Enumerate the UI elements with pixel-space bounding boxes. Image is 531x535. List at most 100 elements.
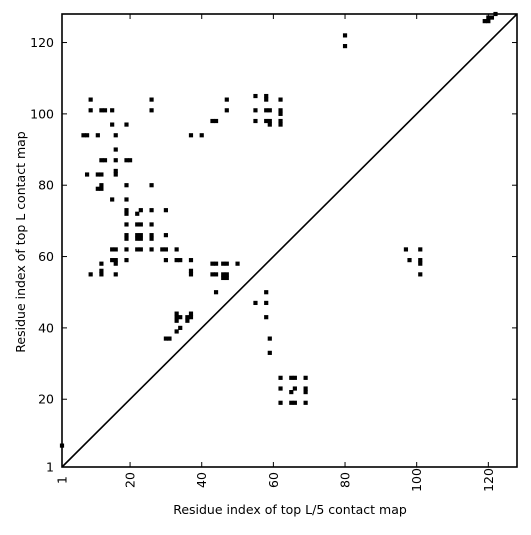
contact-point — [210, 118, 215, 124]
contact-point — [135, 211, 140, 216]
contact-point — [102, 158, 108, 163]
contact-point — [403, 247, 409, 252]
contact-point — [253, 118, 258, 124]
contact-point — [110, 122, 115, 127]
contact-point — [342, 33, 348, 38]
contact-point — [149, 208, 154, 213]
contact-point — [188, 315, 194, 320]
contact-point — [407, 258, 412, 263]
contact-point — [84, 133, 90, 138]
contact-point — [99, 158, 104, 163]
contact-point — [264, 290, 269, 295]
contact-point — [110, 258, 115, 263]
contact-point — [188, 311, 194, 316]
contact-point — [149, 236, 154, 241]
contact-point — [264, 97, 269, 102]
contact-point — [199, 133, 204, 138]
contact-point — [178, 315, 183, 320]
x-axis-label: Residue index of top L/5 contact map — [173, 502, 407, 517]
contact-point — [88, 108, 93, 113]
contact-point — [292, 386, 297, 391]
contact-point — [135, 233, 140, 238]
x-tick-label: 80 — [338, 472, 353, 488]
contact-point — [160, 247, 165, 252]
contact-point — [149, 97, 154, 102]
contact-point — [418, 261, 423, 266]
contact-point — [95, 186, 100, 191]
contact-point — [163, 258, 168, 263]
contact-point — [303, 390, 308, 395]
contact-point — [113, 158, 118, 163]
y-tick-label: 100 — [30, 106, 54, 121]
contact-point — [278, 108, 283, 113]
contact-point — [267, 122, 272, 127]
y-tick-label: 60 — [38, 249, 54, 264]
contact-point — [174, 318, 179, 323]
contact-point — [174, 315, 179, 320]
plot-frame — [61, 13, 518, 468]
x-tick-label: 120 — [481, 468, 496, 492]
contact-point — [149, 222, 154, 227]
contact-point — [110, 108, 115, 113]
contact-point — [113, 147, 118, 152]
contact-point — [289, 400, 294, 405]
contact-point — [289, 375, 294, 380]
contact-point — [124, 247, 129, 252]
contact-point — [253, 300, 258, 306]
contact-point — [124, 122, 129, 127]
contact-point — [264, 93, 269, 99]
contact-point — [113, 258, 118, 263]
y-tick-label: 40 — [38, 320, 54, 335]
contact-point — [149, 247, 154, 252]
contact-point — [113, 172, 118, 177]
contact-point — [124, 236, 129, 241]
contact-point — [149, 183, 154, 188]
contact-point — [185, 315, 190, 320]
contact-point — [253, 93, 258, 99]
contact-point — [135, 247, 140, 252]
contact-point — [264, 315, 269, 320]
y-tick-label: 20 — [38, 392, 54, 407]
contact-point — [124, 183, 129, 188]
contact-point — [99, 272, 104, 277]
y-tick-label: 1 — [46, 460, 54, 475]
contact-point — [264, 118, 269, 124]
contact-point — [135, 236, 140, 241]
contact-point — [278, 122, 283, 127]
contact-point — [174, 329, 179, 334]
contact-point — [292, 375, 297, 380]
contact-point — [210, 261, 215, 266]
contact-point — [213, 272, 219, 277]
contact-point — [99, 108, 104, 113]
contact-point — [124, 211, 129, 216]
contact-point — [221, 275, 226, 281]
contact-point — [113, 272, 118, 277]
contact-point — [235, 261, 240, 266]
contact-point — [213, 118, 219, 124]
contact-point — [138, 233, 143, 238]
contact-point — [124, 208, 129, 213]
contact-point — [124, 258, 129, 263]
contact-point — [138, 236, 143, 241]
contact-point — [163, 233, 168, 238]
contact-point — [124, 197, 129, 202]
contact-point — [224, 272, 229, 277]
contact-point — [99, 183, 104, 188]
contact-point — [303, 375, 308, 380]
x-tick-label: 1 — [55, 476, 70, 484]
contact-point — [135, 222, 140, 227]
y-tick-label: 80 — [38, 178, 54, 193]
contact-point — [486, 19, 491, 24]
contact-point — [113, 168, 118, 174]
contact-point — [163, 247, 168, 252]
contact-point — [113, 133, 118, 138]
contact-point — [224, 261, 229, 266]
contact-point — [99, 172, 104, 177]
contact-point — [278, 375, 283, 380]
contact-point — [113, 261, 118, 266]
y-axis-label: Residue index of top L contact map — [13, 131, 28, 352]
contact-point — [418, 272, 423, 277]
